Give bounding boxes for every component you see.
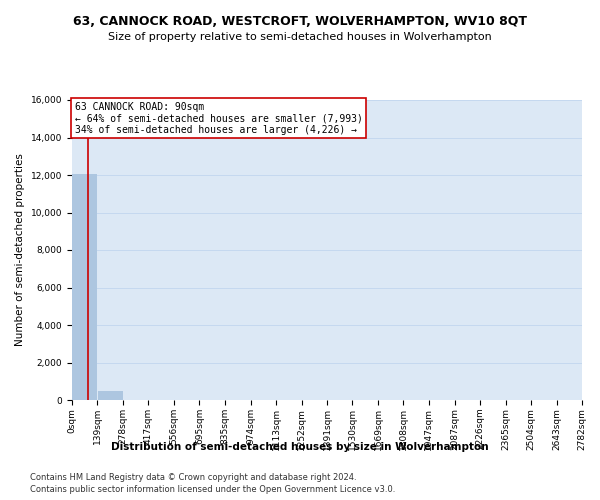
Bar [72,174,97,400]
Text: Contains HM Land Registry data © Crown copyright and database right 2024.: Contains HM Land Registry data © Crown c… [30,472,356,482]
Bar [98,392,123,400]
Text: Contains public sector information licensed under the Open Government Licence v3: Contains public sector information licen… [30,485,395,494]
Y-axis label: Number of semi-detached properties: Number of semi-detached properties [15,154,25,346]
Text: 63, CANNOCK ROAD, WESTCROFT, WOLVERHAMPTON, WV10 8QT: 63, CANNOCK ROAD, WESTCROFT, WOLVERHAMPT… [73,15,527,28]
Text: Size of property relative to semi-detached houses in Wolverhampton: Size of property relative to semi-detach… [108,32,492,42]
Text: Distribution of semi-detached houses by size in Wolverhampton: Distribution of semi-detached houses by … [111,442,489,452]
Text: 63 CANNOCK ROAD: 90sqm
← 64% of semi-detached houses are smaller (7,993)
34% of : 63 CANNOCK ROAD: 90sqm ← 64% of semi-det… [74,102,362,134]
